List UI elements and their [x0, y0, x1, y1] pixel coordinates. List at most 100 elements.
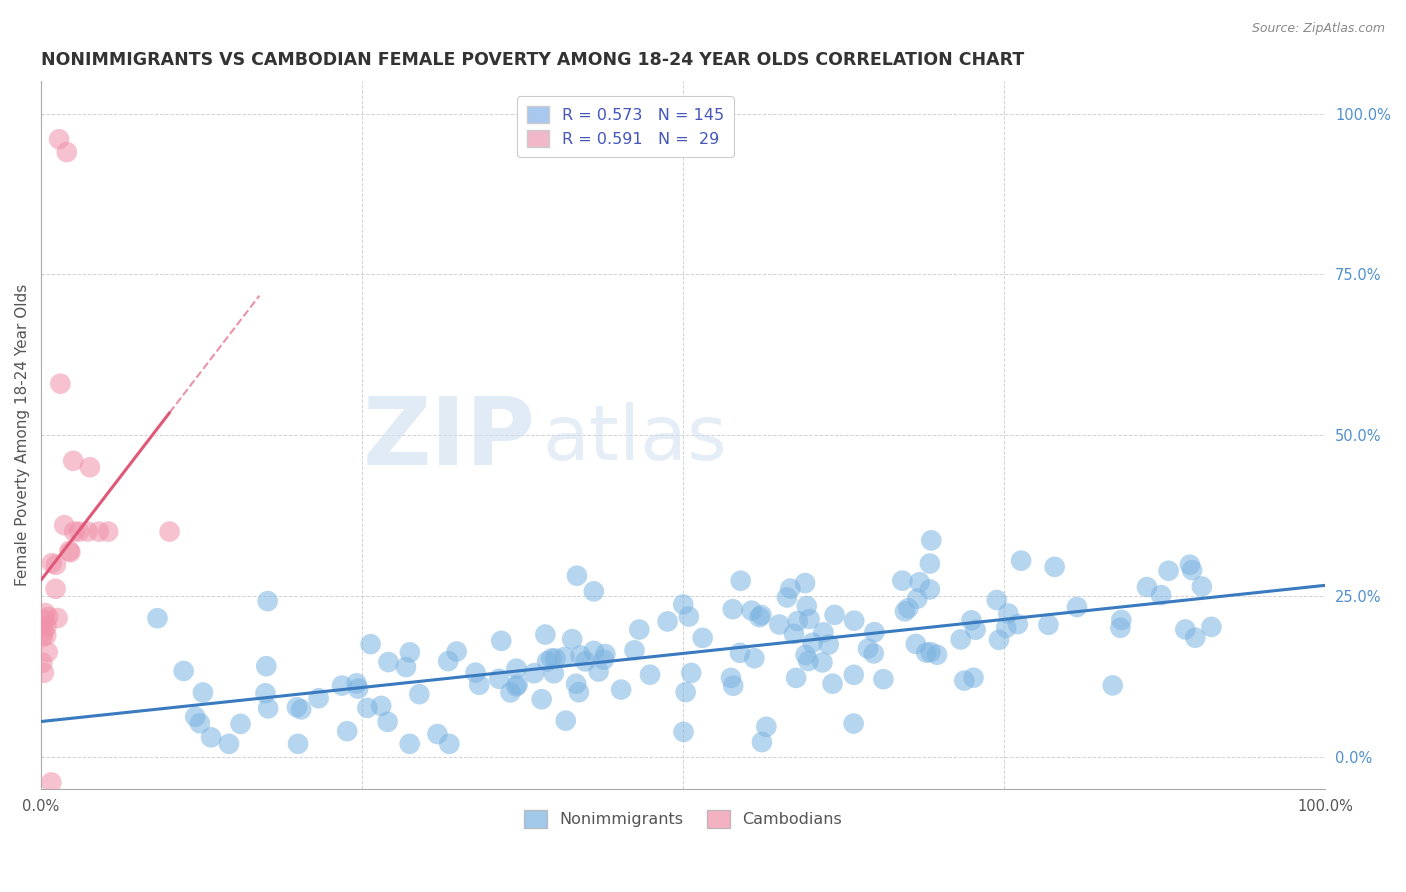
Point: [346, 676, 368, 690]
Point: [184, 710, 207, 724]
Point: [1101, 678, 1123, 692]
Point: [623, 643, 645, 657]
Point: [779, 582, 801, 596]
Point: [256, 594, 278, 608]
Point: [681, 665, 703, 680]
Point: [488, 672, 510, 686]
Point: [1010, 554, 1032, 568]
Point: [768, 617, 790, 632]
Point: [799, 612, 821, 626]
Point: [692, 631, 714, 645]
Point: [37, 610, 59, 624]
Point: [523, 666, 546, 681]
Point: [76, 524, 98, 539]
Point: [842, 668, 865, 682]
Point: [1109, 621, 1132, 635]
Point: [1150, 588, 1173, 602]
Text: ZIP: ZIP: [363, 392, 536, 484]
Point: [377, 655, 399, 669]
Point: [254, 659, 277, 673]
Point: [751, 735, 773, 749]
Point: [159, 524, 181, 539]
Point: [721, 679, 744, 693]
Point: [821, 676, 844, 690]
Point: [1111, 613, 1133, 627]
Point: [568, 685, 591, 699]
Point: [675, 685, 697, 699]
Point: [953, 673, 976, 688]
Point: [1191, 580, 1213, 594]
Point: [565, 568, 588, 582]
Point: [1136, 580, 1159, 594]
Point: [437, 654, 460, 668]
Point: [786, 614, 808, 628]
Point: [561, 632, 583, 647]
Point: [1174, 623, 1197, 637]
Point: [32, 624, 55, 639]
Point: [32, 665, 55, 680]
Point: [191, 685, 214, 699]
Point: [56, 145, 79, 160]
Point: [897, 601, 920, 615]
Point: [1007, 617, 1029, 632]
Point: [872, 672, 894, 686]
Point: [995, 621, 1018, 635]
Point: [285, 700, 308, 714]
Point: [45, 582, 67, 596]
Point: [1066, 600, 1088, 615]
Point: [31, 630, 53, 644]
Legend: Nonimmigrants, Cambodians: Nonimmigrants, Cambodians: [517, 804, 849, 834]
Point: [720, 671, 742, 685]
Point: [1038, 617, 1060, 632]
Point: [595, 647, 617, 661]
Point: [41, 775, 63, 789]
Point: [813, 625, 835, 640]
Point: [908, 575, 931, 590]
Point: [408, 687, 430, 701]
Point: [721, 602, 744, 616]
Point: [728, 646, 751, 660]
Point: [783, 627, 806, 641]
Point: [672, 724, 695, 739]
Point: [741, 604, 763, 618]
Point: [35, 619, 58, 633]
Point: [797, 654, 820, 668]
Point: [62, 454, 84, 468]
Point: [657, 615, 679, 629]
Point: [360, 637, 382, 651]
Point: [842, 716, 865, 731]
Point: [751, 608, 773, 623]
Point: [582, 644, 605, 658]
Point: [794, 648, 817, 662]
Point: [49, 376, 72, 391]
Point: [398, 645, 420, 659]
Point: [506, 678, 529, 692]
Point: [554, 649, 576, 664]
Point: [1157, 564, 1180, 578]
Point: [464, 665, 486, 680]
Point: [1181, 563, 1204, 577]
Point: [45, 558, 67, 572]
Point: [468, 678, 491, 692]
Point: [58, 544, 80, 558]
Point: [188, 716, 211, 731]
Point: [554, 714, 576, 728]
Point: [574, 655, 596, 669]
Point: [844, 614, 866, 628]
Point: [491, 633, 513, 648]
Point: [986, 593, 1008, 607]
Point: [48, 132, 70, 146]
Point: [34, 613, 56, 627]
Point: [592, 653, 614, 667]
Point: [920, 533, 942, 548]
Point: [53, 518, 76, 533]
Point: [530, 692, 553, 706]
Point: [330, 679, 353, 693]
Point: [35, 628, 58, 642]
Point: [1178, 558, 1201, 572]
Point: [505, 662, 527, 676]
Point: [755, 720, 778, 734]
Point: [915, 646, 938, 660]
Point: [439, 737, 461, 751]
Point: [672, 598, 695, 612]
